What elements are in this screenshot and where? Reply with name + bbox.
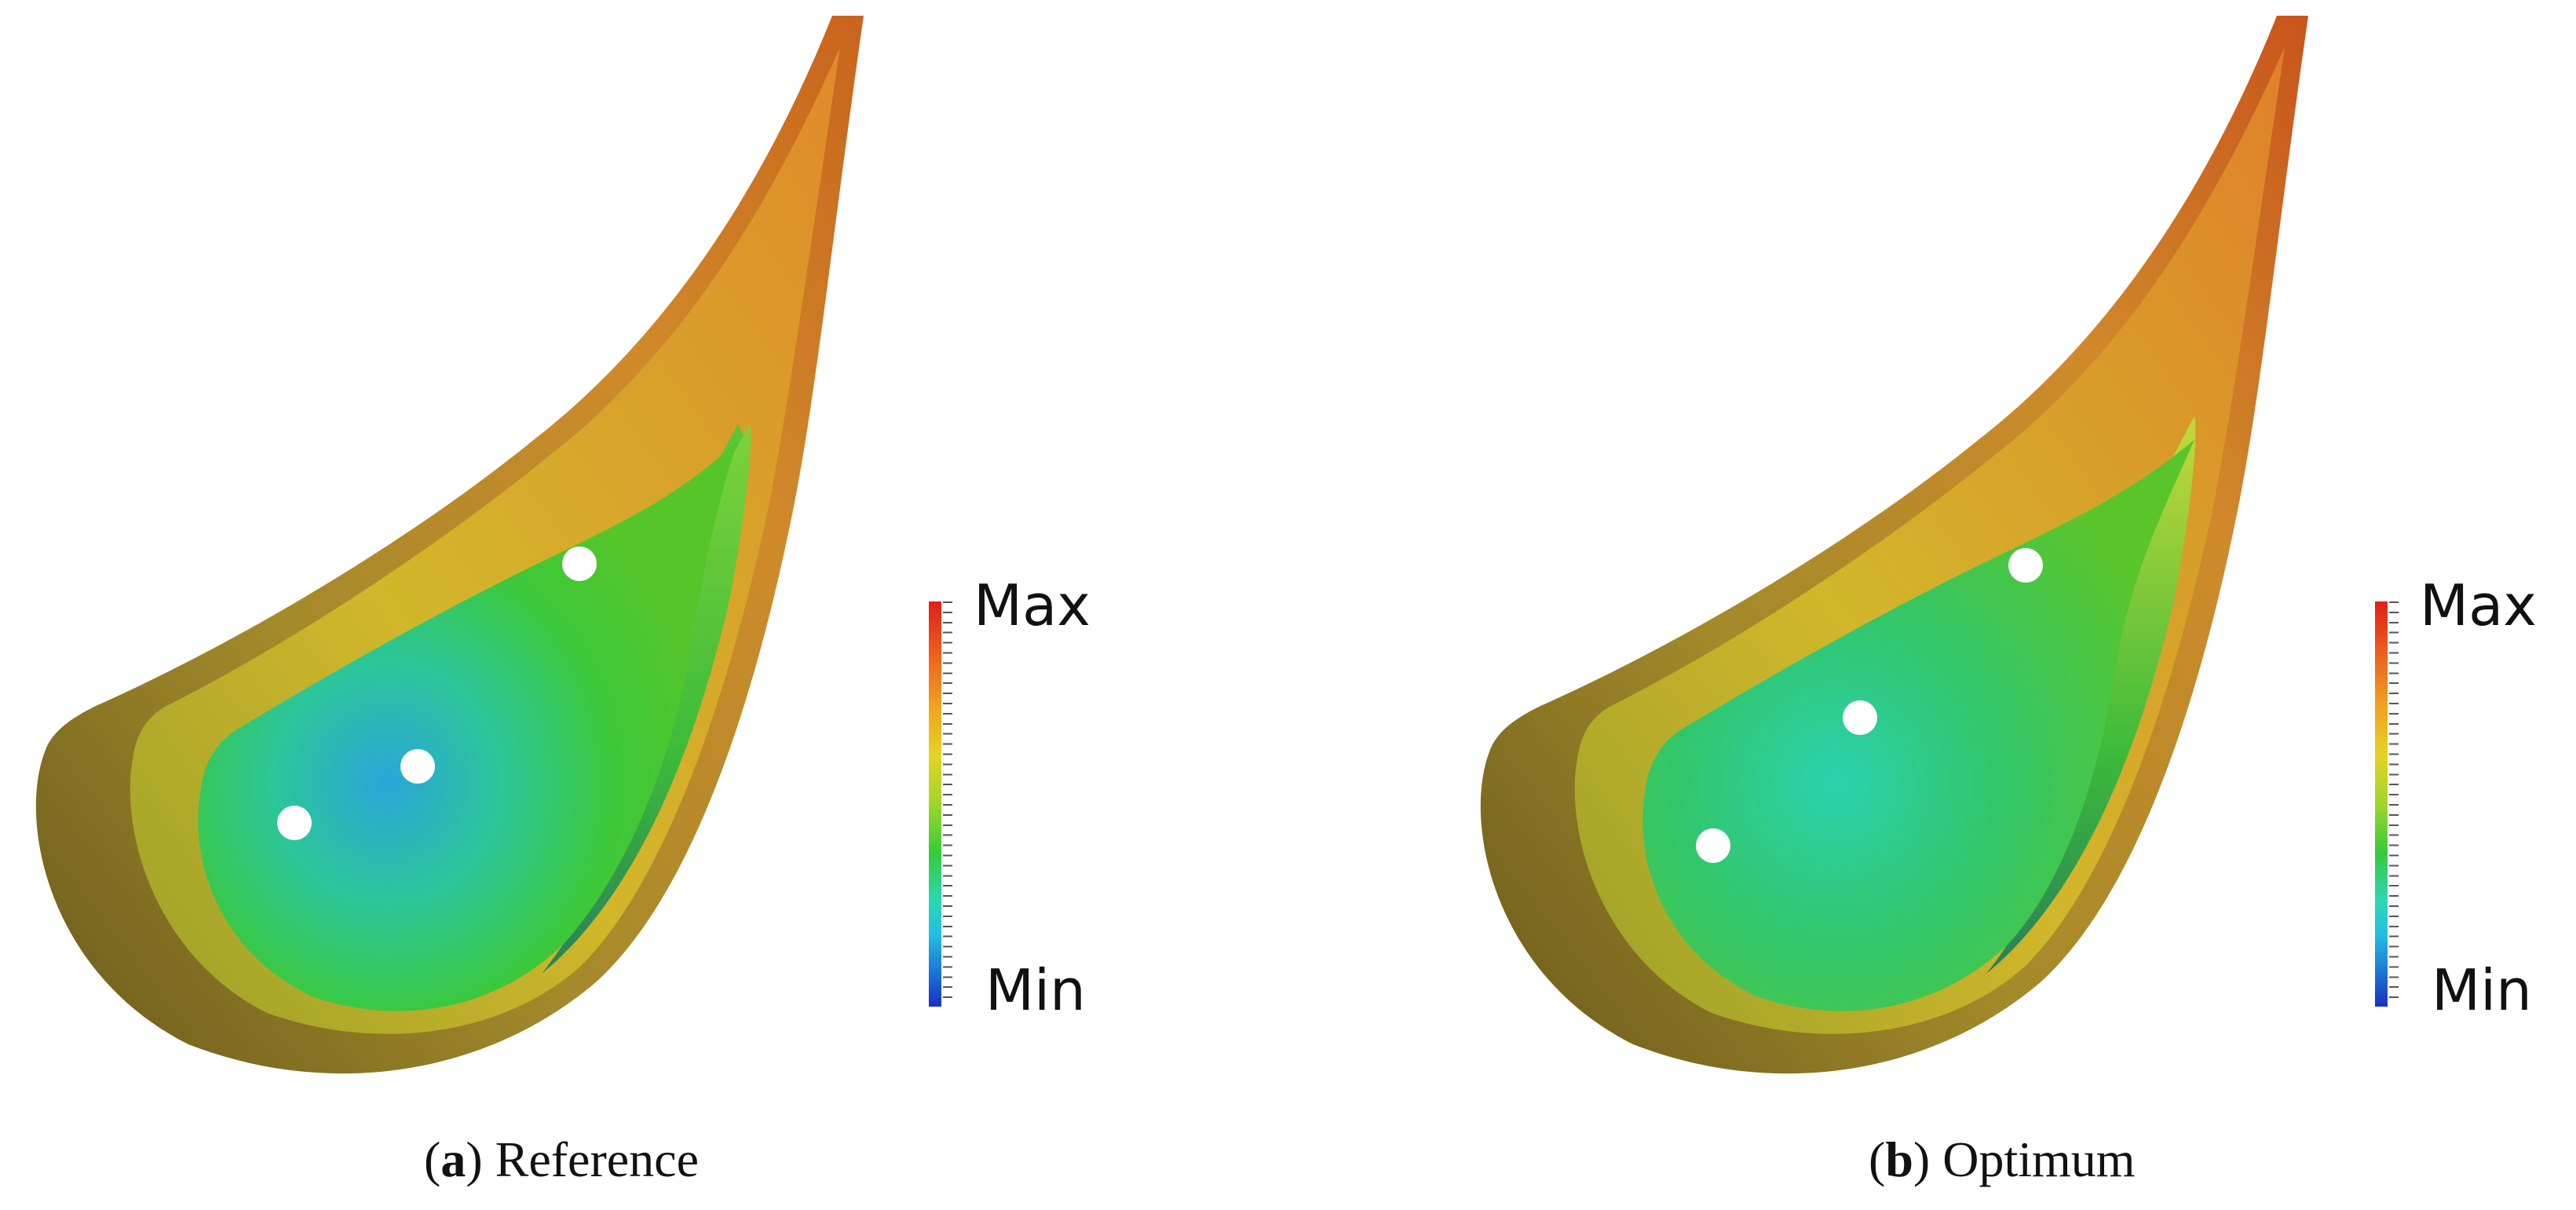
panel-reference: Max Min (a) Reference — [35, 16, 1091, 1187]
blade-inner-surface — [198, 440, 738, 1011]
caption-text: Reference — [495, 1131, 699, 1187]
caption-optimum: (b) Optimum — [1869, 1131, 2136, 1187]
caption-letter: a — [440, 1131, 466, 1187]
probe-point — [400, 749, 435, 784]
caption-letter: b — [1885, 1131, 1913, 1187]
panel-optimum: Max Min (b) Optimum — [1288, 0, 2576, 1210]
caption-text: Optimum — [1942, 1131, 2136, 1187]
colorbar — [929, 601, 941, 1007]
caption-reference: (a) Reference — [424, 1131, 699, 1187]
blade-rendering-reference — [35, 16, 864, 1074]
colorbar-min-label: Min — [985, 957, 1086, 1023]
probe-point — [562, 547, 597, 581]
probe-point — [1696, 828, 1730, 863]
probe-point — [277, 806, 312, 840]
colorbar-max-label: Max — [974, 572, 1091, 638]
blade-inner-surface — [1642, 440, 2194, 1011]
probe-point — [1843, 700, 1877, 735]
colorbar-ticks — [943, 601, 952, 1007]
probe-point — [2008, 548, 2043, 583]
colorbar-max-label: Max — [2420, 572, 2537, 638]
colorbar — [2375, 601, 2388, 1007]
blade-rendering-optimum — [1480, 16, 2308, 1074]
colorbar-min-label: Min — [2432, 957, 2532, 1023]
colorbar-ticks — [2389, 601, 2399, 1007]
